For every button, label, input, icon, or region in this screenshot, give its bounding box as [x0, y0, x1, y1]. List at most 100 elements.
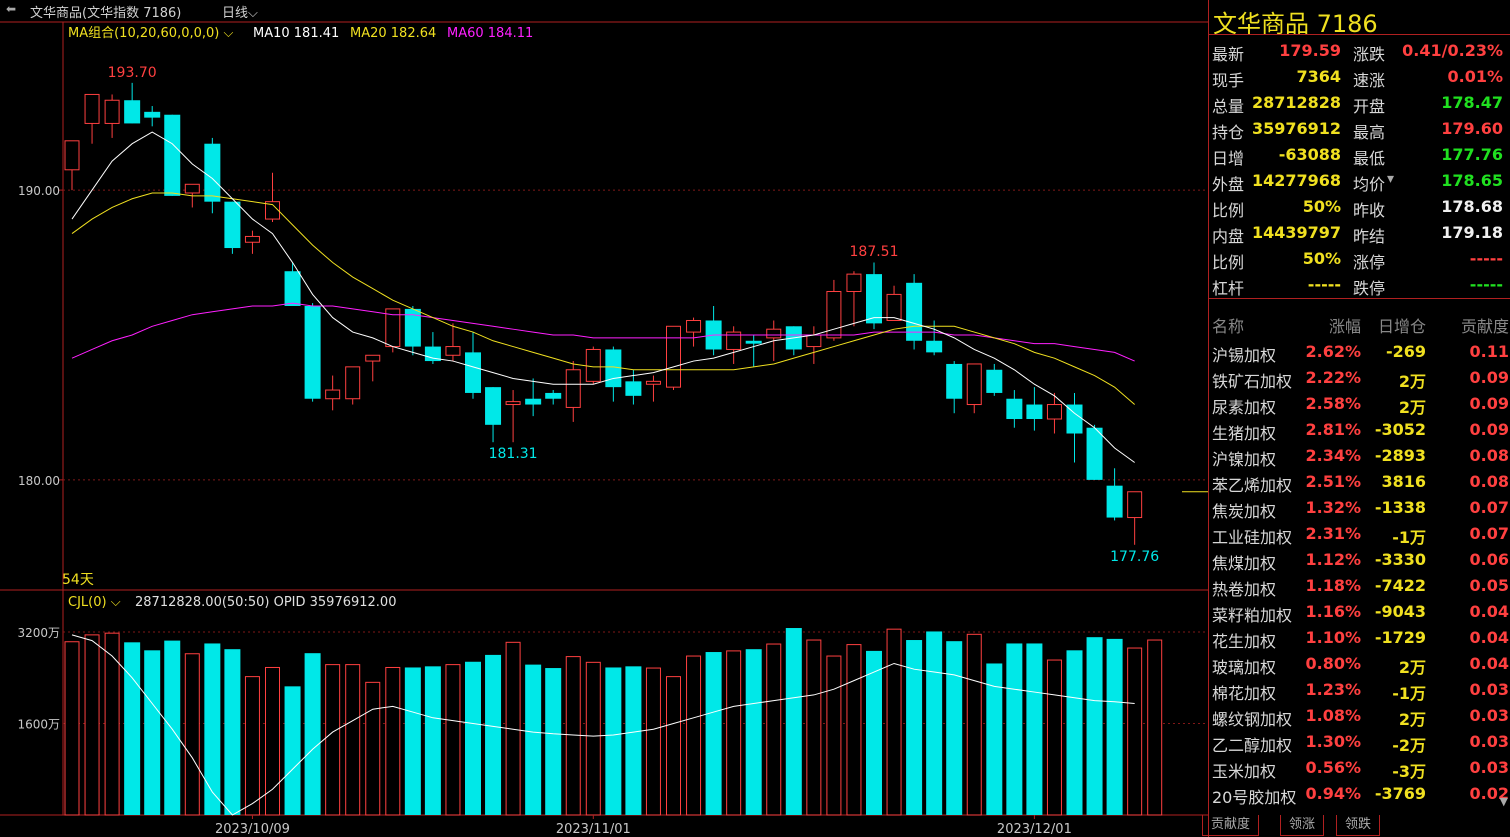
contrib-name: 苯乙烯加权 — [1212, 476, 1293, 495]
open-interest-line — [71, 634, 1135, 816]
candle-up — [645, 380, 661, 385]
contrib-oi-change: -1万 — [1392, 528, 1426, 547]
contrib-contribution: 0.04 — [1469, 602, 1509, 621]
volume-bar-down — [164, 640, 181, 815]
quote-value: 179.60 — [1441, 119, 1503, 138]
quote-value: 177.76 — [1441, 145, 1503, 164]
candle-down — [745, 340, 762, 344]
candle-up — [345, 366, 361, 400]
tab-contribution[interactable]: 贡献度 — [1202, 815, 1260, 836]
candle-down — [224, 201, 241, 249]
contrib-row[interactable]: 焦炭加权 1.32% -1338 0.07 — [1209, 495, 1510, 521]
contrib-row[interactable]: 菜籽粕加权 1.16% -9043 0.04 — [1209, 599, 1510, 625]
caret-down-icon[interactable]: ▾ — [1387, 171, 1395, 187]
quote-row: 总量 28712828 开盘 178.47 — [1209, 90, 1510, 116]
candle-down — [124, 100, 141, 124]
chevron-down-icon: ⌵ — [248, 6, 258, 21]
quote-row: 持仓 35976912 最高 179.60 — [1209, 116, 1510, 142]
contrib-col-oi[interactable]: 日增仓 — [1377, 317, 1426, 336]
contrib-row[interactable]: 焦煤加权 1.12% -3330 0.06 — [1209, 547, 1510, 573]
quote-value: 0.41/0.23% — [1402, 41, 1503, 60]
volume-bar-down — [545, 668, 562, 815]
contrib-row[interactable]: 苯乙烯加权 2.51% 3816 0.08 — [1209, 469, 1510, 495]
ma10-line — [71, 131, 1135, 463]
x-tick-label: 2023/10/09 — [215, 822, 290, 837]
contrib-row[interactable]: 尿素加权 2.58% 2万 0.09 — [1209, 391, 1510, 417]
quote-label: 比例 — [1212, 201, 1245, 220]
volume-bar-down — [745, 649, 762, 815]
period-selector[interactable]: 日线⌵ — [222, 2, 258, 21]
title-bar: ⬅ 文华商品(文华指数 7186) 日线⌵ — [0, 0, 1208, 22]
volume-bar-up — [806, 639, 822, 816]
contrib-col-name[interactable]: 名称 — [1212, 317, 1245, 336]
chevron-down-icon[interactable]: ▼ — [1499, 795, 1508, 808]
quote-label: 开盘 — [1353, 97, 1386, 116]
quote-label: 内盘 — [1212, 227, 1245, 246]
contrib-row[interactable]: 乙二醇加权 1.30% -2万 0.03 — [1209, 729, 1510, 755]
contrib-oi-change: 2万 — [1398, 398, 1426, 417]
contrib-row[interactable]: 热卷加权 1.18% -7422 0.05 — [1209, 573, 1510, 599]
quote-label: 涨停 — [1353, 253, 1386, 272]
extreme-label: 193.70 — [108, 65, 157, 81]
contrib-name: 20号胶加权 — [1212, 788, 1297, 807]
vol-indicator-label: CJL(0) ⌵ — [68, 595, 121, 610]
panel-title: 文华商品 7186 — [1213, 10, 1378, 38]
quote-value: 50% — [1302, 249, 1341, 268]
contrib-row[interactable]: 沪锡加权 2.62% -269 0.11 — [1209, 339, 1510, 365]
back-arrow-icon[interactable]: ⬅ — [6, 2, 17, 16]
contrib-col-pct[interactable]: 涨幅 — [1328, 317, 1361, 336]
volume-bar-down — [485, 654, 502, 815]
contrib-pct: 2.34% — [1305, 446, 1361, 465]
contrib-name: 铁矿石加权 — [1212, 372, 1293, 391]
tab-top-gainers[interactable]: 领涨 — [1280, 815, 1325, 836]
contrib-row[interactable]: 花生加权 1.10% -1729 0.04 — [1209, 625, 1510, 651]
volume-bar-down — [1106, 638, 1123, 815]
quote-label: 跌停 — [1353, 279, 1386, 298]
contrib-contribution: 0.04 — [1469, 654, 1509, 673]
candle-down — [1106, 485, 1123, 518]
volume-bar-up — [766, 643, 782, 816]
candle-down — [485, 387, 502, 425]
quote-value: 178.68 — [1441, 197, 1503, 216]
volume-bar-up — [1127, 647, 1143, 816]
contrib-row[interactable]: 玻璃加权 0.80% 2万 0.04 — [1209, 651, 1510, 677]
contrib-row[interactable]: 铁矿石加权 2.22% 2万 0.09 — [1209, 365, 1510, 391]
contrib-pct: 2.51% — [1305, 472, 1361, 491]
contrib-contribution: 0.03 — [1469, 732, 1509, 751]
contrib-row[interactable]: 工业硅加权 2.31% -1万 0.07 — [1209, 521, 1510, 547]
volume-bar-up — [886, 628, 902, 816]
kline-chart[interactable]: 190.00 180.00 3200万 1600万 193.70 181.31 187.51… — [0, 0, 1208, 837]
volume-bar-up — [244, 676, 260, 816]
contrib-col-ctb[interactable]: 贡献度 — [1460, 317, 1509, 336]
contrib-pct: 1.18% — [1305, 576, 1361, 595]
volume-bar-up — [826, 655, 842, 816]
contrib-row[interactable]: 棉花加权 1.23% -1万 0.03 — [1209, 677, 1510, 703]
quote-value: 179.18 — [1441, 223, 1503, 242]
contrib-pct: 0.56% — [1305, 758, 1361, 777]
contrib-row[interactable]: 玉米加权 0.56% -3万 0.03 — [1209, 755, 1510, 781]
contrib-oi-change: -3769 — [1374, 784, 1426, 803]
quote-label: 现手 — [1212, 71, 1245, 90]
volume-bar-up — [686, 655, 702, 816]
candle-down — [625, 381, 642, 396]
quote-value: 0.01% — [1447, 67, 1503, 86]
contrib-row[interactable]: 20号胶加权 0.94% -3769 0.02 — [1209, 781, 1510, 807]
contrib-pct: 1.08% — [1305, 706, 1361, 725]
extreme-label: 181.31 — [489, 446, 538, 462]
quote-label: 比例 — [1212, 253, 1245, 272]
quote-value: ----- — [1307, 275, 1341, 294]
contrib-row[interactable]: 沪镍加权 2.34% -2893 0.08 — [1209, 443, 1510, 469]
contrib-row[interactable]: 生猪加权 2.81% -3052 0.09 — [1209, 417, 1510, 443]
quote-label: 均价 — [1353, 175, 1386, 194]
candle-up — [766, 328, 782, 339]
contrib-row[interactable]: 螺纹钢加权 1.08% 2万 0.03 — [1209, 703, 1510, 729]
candle-up — [966, 363, 982, 406]
candle-up — [445, 346, 461, 356]
quote-row: 现手 7364 速涨 0.01% — [1209, 64, 1510, 90]
volume-bar-down — [284, 686, 301, 815]
tab-top-losers[interactable]: 领跌 — [1336, 815, 1381, 836]
volume-bar-down — [906, 640, 923, 815]
volume-bar-up — [345, 664, 361, 816]
contrib-pct: 2.22% — [1305, 368, 1361, 387]
ma60-legend: MA60 184.11 — [447, 26, 533, 41]
